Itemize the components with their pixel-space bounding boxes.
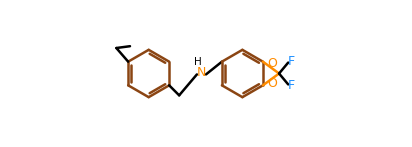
Text: F: F [288, 55, 295, 68]
Text: H: H [194, 57, 201, 67]
Text: F: F [288, 79, 295, 92]
Text: O: O [267, 57, 277, 70]
Text: N: N [197, 66, 206, 79]
Text: O: O [267, 77, 277, 90]
